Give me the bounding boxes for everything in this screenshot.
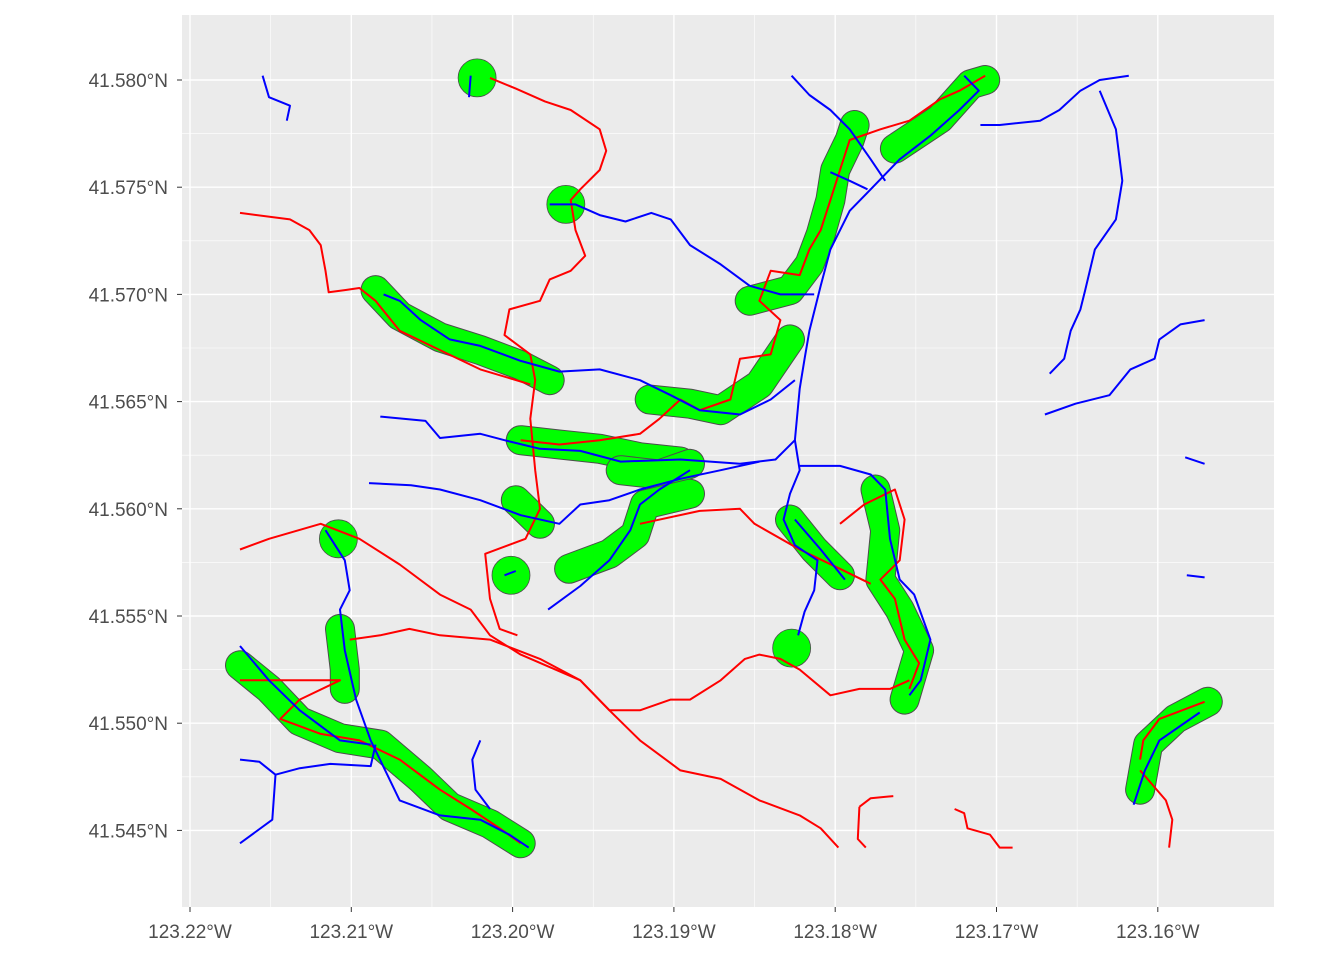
red-line — [839, 488, 921, 690]
buffer-fill — [361, 276, 564, 395]
blue-line — [383, 293, 796, 416]
red-line — [349, 627, 910, 712]
red-line — [239, 522, 840, 849]
blue-line — [1132, 711, 1201, 806]
blue-line — [368, 460, 760, 525]
red-line — [484, 76, 608, 637]
buffer-fill — [326, 614, 359, 703]
blue-line — [239, 744, 377, 776]
red-line — [240, 679, 522, 845]
green-buffer — [775, 504, 855, 591]
x-tick-label: 123.19°W — [632, 922, 716, 943]
blue-line — [799, 464, 932, 696]
blue-line — [782, 75, 980, 636]
blue-line — [1044, 319, 1205, 416]
blue-line — [829, 171, 868, 191]
buffer-fill — [776, 505, 854, 590]
red-line — [239, 211, 531, 386]
red-line — [858, 795, 894, 808]
buffer-fill — [606, 449, 704, 489]
buffer-fill — [226, 651, 535, 858]
blue-line — [471, 740, 491, 810]
blue-line-layer — [239, 74, 1205, 849]
buffer-fill — [880, 66, 1000, 163]
green-buffer — [772, 628, 812, 668]
y-tick-label: 41.550°N — [89, 714, 168, 735]
blue-line — [1184, 456, 1205, 465]
green-buffer — [879, 65, 1001, 164]
buffer-fill — [555, 479, 704, 583]
red-line — [856, 806, 867, 849]
green-buffer — [491, 555, 531, 595]
green-buffer — [1125, 686, 1223, 805]
plot-panel — [182, 15, 1274, 907]
blue-line — [790, 75, 887, 182]
y-tick-label: 41.580°N — [89, 71, 168, 92]
blue-line — [547, 469, 691, 611]
green-buffer — [457, 58, 497, 98]
red-line — [954, 808, 1013, 849]
buffer-fill — [1126, 687, 1222, 804]
y-tick-label: 41.555°N — [89, 607, 168, 628]
x-tick-label: 123.17°W — [955, 922, 1039, 943]
blue-line — [324, 529, 530, 849]
green-buffer — [360, 275, 565, 396]
x-tick-label: 123.22°W — [148, 922, 232, 943]
red-line — [1139, 700, 1205, 760]
y-tick-label: 41.545°N — [89, 821, 168, 842]
x-tick-label: 123.16°W — [1116, 922, 1200, 943]
y-tick-label: 41.560°N — [89, 500, 168, 521]
x-tick-label: 123.18°W — [793, 922, 877, 943]
x-tick-label: 123.21°W — [309, 922, 393, 943]
red-line-layer — [239, 74, 1205, 849]
green-buffer — [605, 448, 705, 490]
blue-line — [468, 75, 472, 98]
y-tick-label: 41.570°N — [89, 285, 168, 306]
blue-line — [261, 75, 291, 121]
blue-line — [380, 415, 796, 465]
axes: 123.22°W 123.21°W 123.20°W 123.19°W 123.18°W… — [89, 71, 1200, 943]
blue-line — [794, 518, 846, 581]
green-buffer — [500, 485, 555, 539]
green-buffer — [554, 478, 705, 584]
blue-line — [1048, 90, 1124, 375]
blue-line — [239, 645, 371, 746]
buffer-fill — [501, 486, 554, 538]
red-line — [520, 74, 986, 446]
blue-line — [504, 570, 517, 577]
y-tick-label: 41.565°N — [89, 393, 168, 414]
y-tick-label: 41.575°N — [89, 178, 168, 199]
green-buffer — [325, 613, 360, 704]
blue-line — [549, 203, 815, 296]
red-line — [639, 507, 872, 585]
red-line — [1139, 769, 1174, 848]
blue-line — [980, 74, 1129, 126]
blue-line — [1186, 574, 1205, 579]
blue-line — [239, 774, 277, 845]
green-buffer — [225, 650, 536, 859]
x-tick-label: 123.20°W — [471, 922, 555, 943]
